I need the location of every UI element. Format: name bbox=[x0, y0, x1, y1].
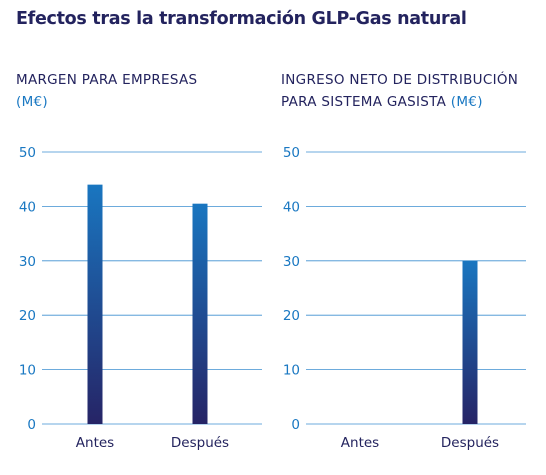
page-title: Efectos tras la transformación GLP-Gas n… bbox=[16, 9, 467, 29]
chart-1-ytick-label: 10 bbox=[19, 363, 36, 379]
chart-2-ytick-label: 40 bbox=[283, 199, 300, 215]
chart-2-ytick-label: 30 bbox=[283, 254, 300, 270]
chart-2-title-line1: INGRESO NETO DE DISTRIBUCIÓN bbox=[281, 72, 519, 88]
chart-1-ytick-label: 0 bbox=[27, 417, 36, 433]
chart-1-bar-antes bbox=[87, 184, 103, 424]
chart-1-title: MARGEN PARA EMPRESAS (M€) bbox=[16, 69, 197, 113]
chart-2-title-line2: PARA SISTEMA GASISTA bbox=[281, 94, 447, 110]
chart-2-bar-después bbox=[462, 260, 478, 424]
chart-1-category-label: Después bbox=[171, 435, 229, 451]
chart-2-ytick-label: 50 bbox=[283, 145, 300, 161]
chart-1-ytick-label: 30 bbox=[19, 254, 36, 270]
chart-1-title-line1: MARGEN PARA EMPRESAS bbox=[16, 72, 198, 88]
chart-2-category-label: Antes bbox=[341, 435, 379, 451]
chart-1-ytick-label: 50 bbox=[19, 145, 36, 161]
chart-2-title: INGRESO NETO DE DISTRIBUCIÓN PARA SISTEM… bbox=[281, 69, 518, 113]
chart-2-unit: (M€) bbox=[450, 94, 483, 110]
chart-1-category-label: Antes bbox=[76, 435, 114, 451]
chart-1-bar-después bbox=[192, 203, 208, 424]
chart-2-ytick-label: 20 bbox=[283, 308, 300, 324]
chart-1-unit: (M€) bbox=[16, 94, 48, 110]
chart-2-category-label: Después bbox=[441, 435, 499, 451]
chart-2-ytick-label: 0 bbox=[291, 417, 300, 433]
chart-1-ytick-label: 20 bbox=[19, 308, 36, 324]
chart-2-ytick-label: 10 bbox=[283, 363, 300, 379]
chart-1-ytick-label: 40 bbox=[19, 199, 36, 215]
